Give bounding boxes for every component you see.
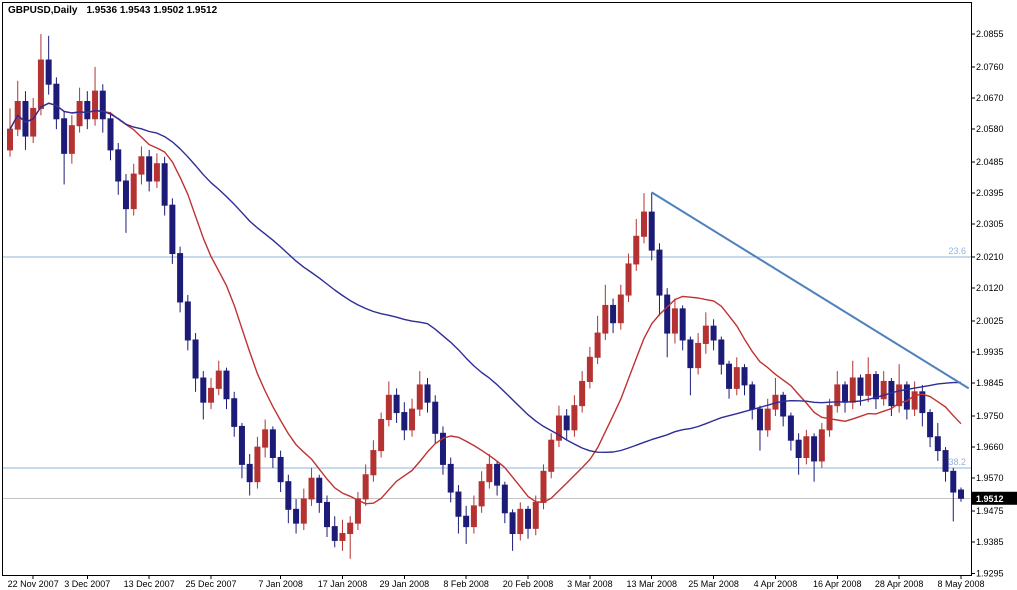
ma-fast-line xyxy=(9,102,962,505)
date-scale-label: 22 Nov 2007 xyxy=(8,579,59,589)
price-scale-label: 2.0025 xyxy=(976,316,1004,326)
price-scale-label: 2.0760 xyxy=(976,62,1004,72)
price-scale-label: 1.9660 xyxy=(976,442,1004,452)
fib-level-label: 38.2 xyxy=(948,457,966,467)
x-axis: 22 Nov 2007 3 Dec 2007 13 Dec 2007 25 Dec 2… xyxy=(8,575,985,589)
date-scale-label: 28 Apr 2008 xyxy=(875,579,924,589)
ohlc-quote-label: 1.9536 1.9543 1.9502 1.9512 xyxy=(86,5,218,16)
date-scale-label: 8 May 2008 xyxy=(937,579,984,589)
date-scale-label: 4 Apr 2008 xyxy=(754,579,798,589)
date-scale-label: 20 Feb 2008 xyxy=(503,579,554,589)
price-scale-label: 1.9385 xyxy=(976,537,1004,547)
price-scale-label: 1.9570 xyxy=(976,473,1004,483)
date-scale-label: 25 Mar 2008 xyxy=(688,579,739,589)
price-scale-label: 1.9935 xyxy=(976,347,1004,357)
price-scale-label: 2.0395 xyxy=(976,188,1004,198)
symbol-period-label: GBPUSD,Daily xyxy=(8,5,78,16)
date-scale-label: 8 Feb 2008 xyxy=(443,579,489,589)
date-scale-label: 3 Dec 2007 xyxy=(64,579,110,589)
date-scale-label: 7 Jan 2008 xyxy=(258,579,303,589)
price-scale-label: 2.0120 xyxy=(976,283,1004,293)
price-scale-label: 1.9475 xyxy=(976,506,1004,516)
date-scale-label: 16 Apr 2008 xyxy=(813,579,862,589)
price-scale-label: 2.0305 xyxy=(976,219,1004,229)
plot-frame xyxy=(2,2,972,576)
price-scale-label: 2.0580 xyxy=(976,124,1004,134)
price-scale-label: 1.9750 xyxy=(976,411,1004,421)
price-scale-label: 1.9295 xyxy=(976,568,1004,578)
price-scale-label: 2.0485 xyxy=(976,157,1004,167)
date-scale-label: 29 Jan 2008 xyxy=(380,579,430,589)
price-scale-label: 2.0210 xyxy=(976,252,1004,262)
date-scale-label: 17 Jan 2008 xyxy=(318,579,368,589)
date-scale-label: 13 Dec 2007 xyxy=(124,579,175,589)
price-tag: 1.9512 xyxy=(972,491,1017,505)
date-scale-label: 13 Mar 2008 xyxy=(626,579,677,589)
price-tag-value: 1.9512 xyxy=(976,494,1004,504)
date-scale-label: 3 Mar 2008 xyxy=(567,579,613,589)
price-scale-label: 2.0670 xyxy=(976,93,1004,103)
y-axis: 2.0855 2.0760 2.0670 2.0580 2.0485 2.0395 2.03… xyxy=(971,29,1004,578)
trendline[interactable] xyxy=(651,191,970,390)
candles xyxy=(7,34,964,559)
price-scale-label: 2.0855 xyxy=(976,29,1004,39)
price-scale-label: 1.9845 xyxy=(976,378,1004,388)
fib-level-label: 23.6 xyxy=(948,246,966,256)
date-scale-label: 25 Dec 2007 xyxy=(186,579,237,589)
chart-title: GBPUSD,Daily 1.9536 1.9543 1.9502 1.9512 xyxy=(8,5,217,16)
ma-slow-line xyxy=(9,102,962,453)
